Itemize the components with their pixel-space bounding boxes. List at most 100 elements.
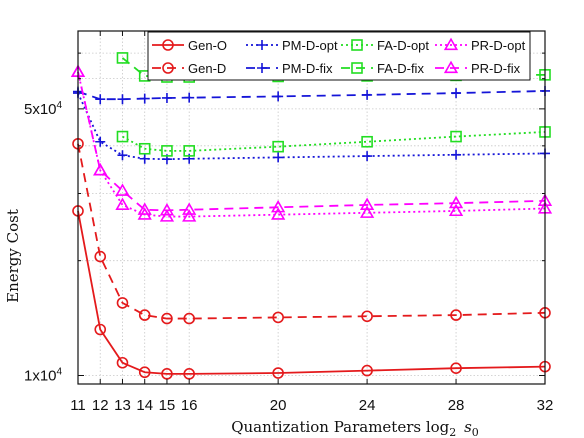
legend-label: Gen-D — [188, 61, 226, 76]
grid — [77, 30, 546, 384]
marker-triangle — [159, 209, 175, 222]
marker-triangle — [182, 202, 197, 215]
marker-square — [116, 130, 129, 143]
series-line — [77, 71, 546, 218]
y-tick-label: 5x104 — [24, 100, 63, 118]
marker-circle — [116, 356, 129, 369]
x-axis-label-base: 2 — [449, 426, 456, 438]
marker-circle — [183, 368, 195, 380]
marker-plus — [95, 136, 106, 147]
x-tick-label: 15 — [159, 397, 176, 414]
marker-plus — [161, 92, 172, 103]
legend-box — [147, 31, 531, 81]
legend-entry-pr-d-opt: PR-D-opt — [435, 37, 526, 53]
x-tick-label: 12 — [92, 397, 109, 414]
legend: Gen-O PM-D-opt FA-D-opt PR-D-opt Gen-D PM-D-f… — [147, 31, 531, 81]
x-tick-label: 16 — [181, 397, 198, 414]
marker-plus — [117, 150, 128, 161]
y-tick-label: 1x104 — [24, 367, 63, 385]
marker-circle — [161, 368, 173, 380]
legend-label: PM-D-opt — [282, 38, 338, 53]
series-layer — [70, 52, 553, 380]
marker-triangle — [182, 209, 197, 222]
marker-plus — [362, 89, 373, 100]
x-axis-label-variable: s — [464, 418, 472, 436]
marker-triangle — [159, 202, 175, 216]
x-tick-label: 24 — [359, 397, 376, 414]
marker-circle — [94, 250, 107, 263]
legend-label: PR-D-opt — [471, 38, 526, 53]
marker-circle — [138, 309, 151, 321]
marker-square — [183, 145, 195, 157]
marker-circle — [361, 364, 373, 377]
marker-circle — [116, 297, 129, 309]
marker-triangle — [359, 205, 375, 218]
y-axis-label: Energy Cost — [4, 209, 22, 303]
series-line — [77, 92, 546, 161]
legend-label: PM-D-fix — [282, 61, 333, 76]
series-line — [122, 131, 546, 152]
x-axis-label-main: Quantization Parameters log — [231, 418, 449, 436]
marker-plus — [117, 94, 128, 105]
x-tick-label: 14 — [136, 397, 153, 414]
marker-plus — [451, 149, 462, 160]
series-line — [77, 210, 546, 375]
legend-entry-pm-d-opt: PM-D-opt — [246, 38, 338, 53]
marker-triangle — [271, 199, 286, 213]
plot-frame — [77, 30, 546, 385]
legend-entry-gen-d: Gen-D — [152, 61, 226, 76]
marker-circle — [450, 309, 462, 321]
marker-triangle — [443, 37, 459, 51]
marker-circle — [162, 62, 174, 74]
marker-circle — [272, 311, 284, 324]
legend-entry-fa-d-fix: FA-D-fix — [341, 61, 424, 76]
series-fa-d-opt — [116, 126, 551, 157]
marker-plus — [257, 63, 267, 73]
marker-square — [138, 142, 151, 155]
x-axis-label-variable-sub: 0 — [472, 426, 479, 438]
marker-triangle — [93, 162, 108, 176]
x-tick-label: 32 — [537, 397, 554, 414]
marker-square — [450, 130, 462, 143]
marker-triangle — [443, 60, 459, 74]
marker-plus — [273, 152, 284, 163]
marker-plus — [95, 94, 106, 105]
legend-label: FA-D-opt — [377, 38, 429, 53]
marker-circle — [162, 39, 174, 51]
marker-square — [351, 62, 363, 74]
marker-circle — [94, 323, 107, 336]
marker-circle — [161, 312, 173, 325]
x-tick-label: 13 — [114, 397, 131, 414]
marker-circle — [183, 312, 195, 325]
marker-triangle — [115, 183, 130, 196]
marker-square — [351, 39, 363, 51]
legend-label: FA-D-fix — [377, 61, 424, 76]
marker-circle — [138, 366, 151, 379]
legend-label: Gen-O — [188, 38, 227, 53]
marker-plus — [362, 151, 373, 162]
x-tick-label: 28 — [448, 397, 465, 414]
series-line — [77, 71, 546, 212]
marker-triangle — [448, 195, 464, 209]
series-pr-d-fix — [70, 64, 553, 216]
marker-triangle — [359, 197, 375, 211]
marker-plus — [451, 88, 462, 99]
marker-circle — [450, 362, 462, 375]
legend-label: PR-D-fix — [471, 61, 521, 76]
marker-square — [116, 52, 129, 64]
legend-entry-gen-o: Gen-O — [152, 38, 227, 53]
series-line — [77, 90, 546, 101]
marker-square — [361, 135, 373, 148]
series-line — [77, 143, 546, 320]
marker-triangle — [115, 197, 130, 211]
marker-triangle — [271, 207, 286, 220]
x-tick-label: 20 — [270, 397, 287, 414]
series-gen-d — [72, 137, 551, 325]
legend-entry-pr-d-fix: PR-D-fix — [435, 60, 521, 76]
x-axis-label: Quantization Parameters log2 s0 — [231, 418, 479, 438]
marker-plus — [139, 153, 150, 164]
marker-square — [161, 145, 173, 157]
marker-circle — [361, 310, 373, 323]
marker-plus — [184, 92, 195, 103]
